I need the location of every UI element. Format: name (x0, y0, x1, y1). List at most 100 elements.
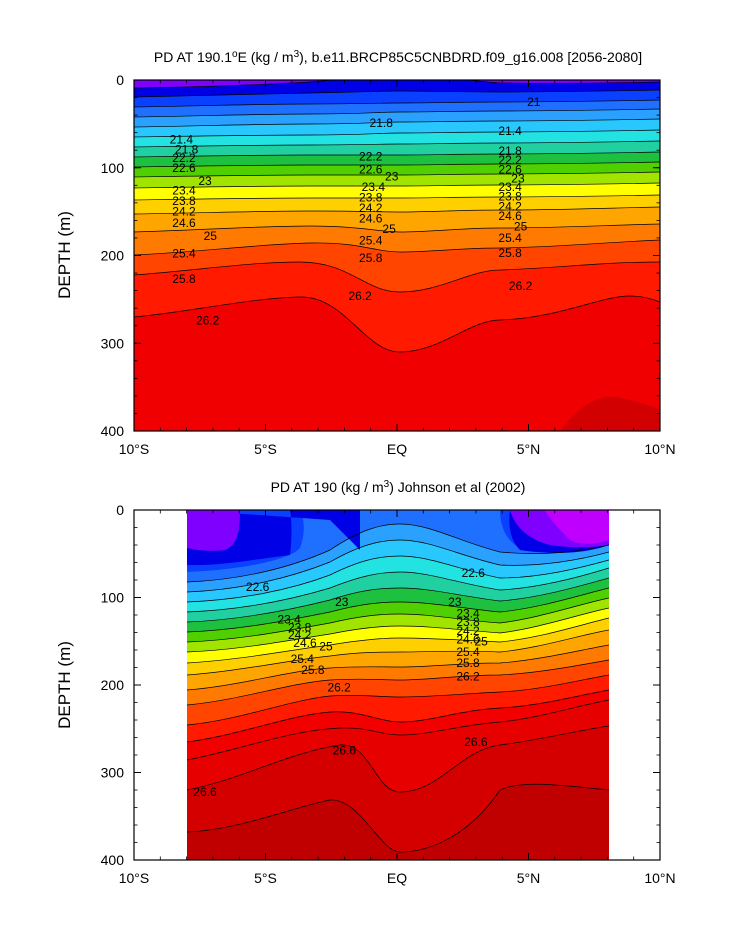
y-axis: 0 100 200 300 400 (101, 72, 660, 439)
contour-label: 24.2 (498, 199, 522, 213)
contour-label: 25 (474, 634, 488, 648)
contour-line (134, 118, 660, 128)
contour-label: 23.4 (172, 184, 196, 198)
contour-line (134, 171, 660, 178)
contour-line (134, 261, 660, 293)
x-tick-label: 5°S (254, 441, 277, 457)
contour-fill (545, 510, 609, 544)
y-tick-label: 400 (101, 852, 125, 868)
contour-fill (187, 510, 609, 572)
contour-label: 23 (385, 170, 399, 184)
contour-line (187, 783, 609, 853)
contour-label: 25.8 (456, 656, 480, 670)
contour-label: 26.2 (509, 279, 533, 293)
y-tick-label: 0 (116, 502, 124, 518)
y-tick-label: 0 (116, 72, 124, 88)
contour-line (134, 89, 660, 98)
contour-fill (134, 0, 245, 80)
contour-line (187, 523, 609, 583)
y-axis: 0 100 200 300 400 (101, 502, 660, 868)
y-tick-label: 400 (101, 423, 125, 439)
x-tick-label: 10°S (119, 441, 150, 457)
y-tick-label: 300 (101, 765, 125, 781)
contour-label: 24.6 (456, 633, 480, 647)
contour-label: 23.8 (172, 194, 196, 208)
contour-lines (134, 80, 660, 353)
contour-line (134, 80, 660, 89)
contour-line (134, 239, 660, 256)
panel-bottom: PD AT 190 (kg / m3) Johnson et al (2002) (55, 479, 676, 886)
contour-label: 21.8 (370, 116, 394, 130)
contour-line (134, 151, 660, 158)
contour-line (187, 567, 609, 613)
panel-title: PD AT 190.1oE (kg / m3), b.e11.BRCP85C5C… (154, 49, 642, 65)
contour-label: 25.8 (498, 246, 522, 260)
contour-label: 24.6 (293, 636, 317, 650)
contour-line (134, 194, 660, 201)
panel-top: PD AT 190.1oE (kg / m3), b.e11.BRCP85C5C… (55, 0, 676, 457)
x-axis: 10°S 5°S EQ 5°N 10°N (119, 510, 676, 886)
y-tick-label: 100 (101, 590, 125, 606)
x-tick-label: 10°N (644, 441, 675, 457)
y-tick-label: 200 (101, 677, 125, 693)
y-axis-label: DEPTH (m) (55, 211, 74, 299)
contour-line (187, 577, 609, 623)
contour-line (134, 206, 660, 215)
contour-label: 24.6 (172, 216, 196, 230)
contour-line (134, 161, 660, 168)
contour-label: 21.8 (175, 142, 199, 156)
contour-line (134, 140, 660, 148)
contour-label: 26.6 (464, 735, 488, 749)
contour-label: 23.8 (456, 615, 480, 629)
contour-label: 23.4 (277, 612, 301, 626)
x-tick-label: 10°S (119, 870, 150, 886)
contour-label: 22.2 (359, 149, 383, 163)
contour-line (187, 555, 609, 603)
contour-label: 25.4 (498, 231, 522, 245)
contour-label: 22.2 (172, 151, 196, 165)
contour-label: 25.4 (359, 234, 383, 248)
contour-line (134, 129, 660, 138)
contour-label: 26.2 (349, 289, 373, 303)
contour-label: 24.2 (288, 628, 312, 642)
x-tick-label: EQ (387, 441, 407, 457)
y-tick-label: 300 (101, 335, 125, 351)
x-tick-label: 5°S (254, 870, 277, 886)
contour-fills (187, 510, 609, 860)
contour-label: 23.8 (359, 191, 383, 205)
contour-label: 23.8 (288, 620, 312, 634)
contour-line (134, 223, 660, 233)
contour-label: 22.6 (172, 161, 196, 175)
contour-label: 21.4 (170, 133, 194, 147)
contour-label: 24.6 (498, 209, 522, 223)
contour-line (134, 182, 660, 189)
contour-label: 21.8 (498, 144, 522, 158)
x-axis: 10°S 5°S EQ 5°N 10°N (119, 80, 676, 457)
contour-label: 24.2 (359, 201, 383, 215)
contour-fill (187, 510, 240, 551)
contour-label: 23 (198, 174, 212, 188)
contour-line (187, 725, 609, 793)
contour-label: 25.4 (456, 645, 480, 659)
contour-label: 23 (448, 595, 462, 609)
contour-label: 25 (319, 640, 333, 654)
contour-line (187, 539, 609, 593)
contour-label: 23.8 (498, 190, 522, 204)
contour-label: 24.2 (172, 205, 196, 219)
contour-label: 26.6 (333, 744, 357, 758)
contour-lines (187, 523, 609, 853)
contour-label: 25 (204, 229, 218, 243)
contour-label: 26.2 (327, 681, 351, 695)
contour-label: 23.4 (456, 606, 480, 620)
contour-label: 23.4 (362, 180, 386, 194)
contour-labels: 2121.421.822.222.62323.423.824.224.62525… (170, 95, 541, 327)
contour-label: 22.2 (498, 153, 522, 167)
y-axis-label: DEPTH (m) (55, 641, 74, 729)
contour-label: 26.2 (196, 313, 220, 327)
contour-line (187, 617, 609, 664)
contour-label: 25.8 (301, 663, 325, 677)
y-tick-label: 200 (101, 248, 125, 264)
contour-label: 24.2 (456, 624, 480, 638)
